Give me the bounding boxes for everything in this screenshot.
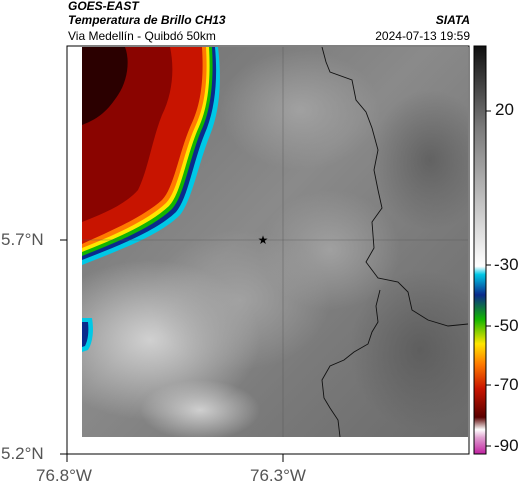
location-label: Via Medellín - Quibdó 50km bbox=[68, 29, 216, 43]
colorbar bbox=[473, 45, 487, 455]
colorbar-tick-label: -50 bbox=[494, 316, 519, 335]
org-label: SIATA bbox=[435, 13, 470, 27]
star-icon: ★ bbox=[258, 233, 269, 247]
lat-tick-label: 5.7°N bbox=[1, 230, 44, 249]
lat-tick-label: 5.2°N bbox=[1, 444, 44, 463]
lon-tick-label: 76.3°W bbox=[250, 466, 306, 485]
colorbar-tick-label: -30 bbox=[494, 255, 519, 274]
map-border bbox=[66, 45, 470, 455]
product-title: Temperatura de Brillo CH13 bbox=[68, 13, 226, 27]
colorbar-tick-label: -90 bbox=[494, 436, 519, 455]
boundary-line-south bbox=[321, 289, 381, 437]
satellite-label: GOES-EAST bbox=[68, 0, 139, 13]
datetime-label: 2024-07-13 19:59 bbox=[375, 29, 470, 43]
boundary-line-east bbox=[321, 47, 468, 327]
lon-tick-label: 76.8°W bbox=[36, 466, 92, 485]
colorbar-tick-label: -70 bbox=[494, 375, 519, 394]
colorbar-tick-label: 20 bbox=[495, 100, 514, 119]
map-image bbox=[82, 47, 468, 437]
